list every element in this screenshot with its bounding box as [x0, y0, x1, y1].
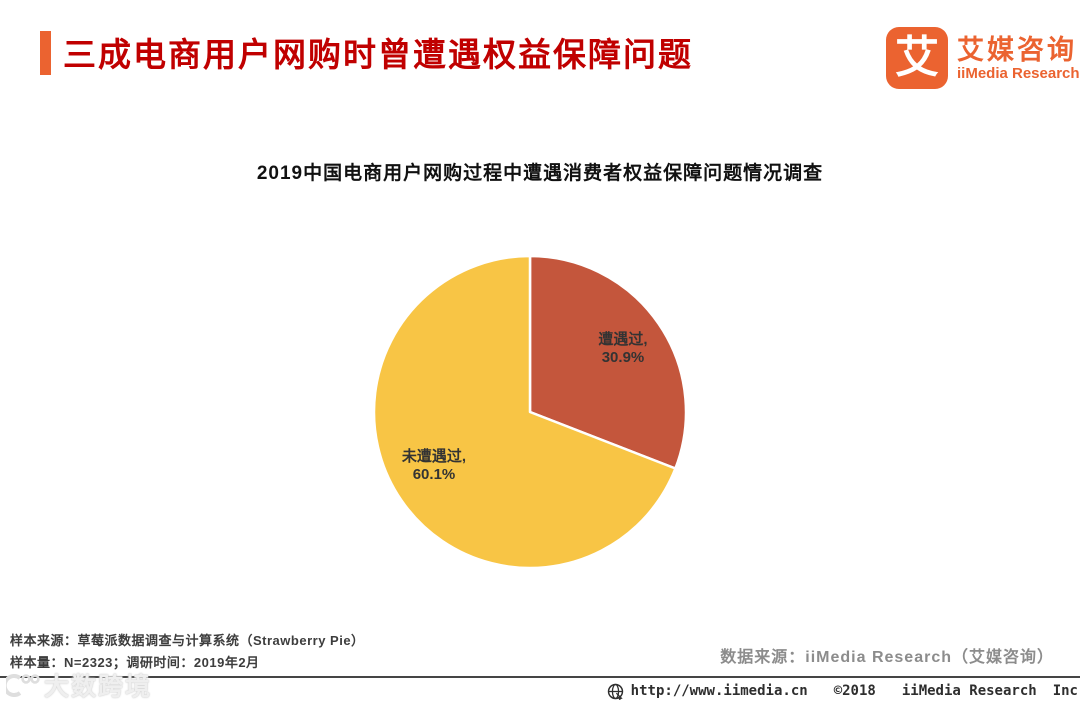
- logo-name-cn: 艾媒咨询: [957, 34, 1077, 65]
- iimedia-logo: 艾 艾媒咨询 iiMedia Research: [886, 27, 1080, 89]
- watermark-text: 大数跨境: [44, 673, 153, 701]
- pie-svg: [372, 254, 688, 570]
- logo-name-en: iiMedia Research: [957, 64, 1080, 82]
- footer-copyright: ©2018: [833, 683, 876, 699]
- iimedia-logo-icon: 艾: [886, 27, 948, 89]
- watermark-logo-icon: [6, 674, 40, 697]
- pie-slice: [372, 254, 677, 570]
- slice-value-text: 30.9%: [601, 349, 645, 366]
- sample-size-note: 样本量：N=2323；调研时间：2019年2月: [10, 655, 260, 670]
- footer-inc: Inc: [1052, 683, 1078, 699]
- chart-title: 2019中国电商用户网购过程中遭遇消费者权益保障问题情况调查: [256, 163, 824, 184]
- sample-notes: 样本来源：草莓派数据调查与计算系统（Strawberry Pie） 样本量：N=…: [10, 630, 365, 674]
- footer-info: http://www.iimedia.cn ©2018 iiMedia Rese…: [607, 680, 1078, 702]
- title-accent-bar: [40, 31, 51, 75]
- pie-slice: [528, 254, 688, 470]
- slice-label-text: 未遭遇过,: [401, 448, 467, 465]
- slice-value-text: 60.1%: [412, 466, 456, 483]
- watermark: 大数跨境: [6, 667, 152, 703]
- slice-label-text: 遭遇过,: [598, 331, 648, 348]
- pie-label-not-encountered: 未遭遇过, 60.1%: [379, 448, 489, 484]
- data-source-note: 数据来源：iiMedia Research（艾媒咨询）: [720, 649, 1054, 666]
- pie-chart: [365, 247, 695, 577]
- pie-label-encountered: 遭遇过, 30.9%: [568, 331, 678, 367]
- footer-divider: [0, 676, 1080, 678]
- logo-text: 艾媒咨询 iiMedia Research: [957, 35, 1080, 82]
- footer-company: iiMedia Research: [901, 683, 1037, 699]
- logo-glyph: 艾: [895, 33, 939, 82]
- sample-source-note: 样本来源：草莓派数据调查与计算系统（Strawberry Pie）: [10, 633, 365, 648]
- footer-url[interactable]: http://www.iimedia.cn: [630, 683, 808, 699]
- page-title: 三成电商用户网购时曾遭遇权益保障问题: [63, 36, 693, 73]
- globe-icon: [607, 683, 623, 700]
